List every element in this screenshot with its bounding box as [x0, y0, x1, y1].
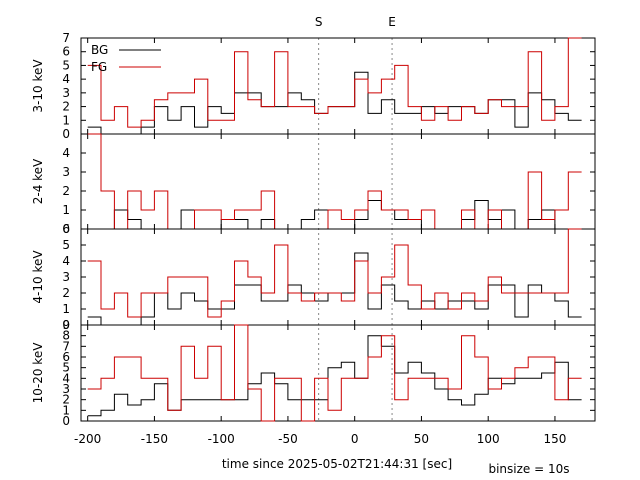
- binsize-label: binsize = 10s: [488, 462, 569, 476]
- x-tick-label: -200: [74, 432, 101, 446]
- y-tick-label: 3: [62, 382, 70, 396]
- x-tick-label: -50: [278, 432, 298, 446]
- y-tick-label: 1: [62, 203, 70, 217]
- series-bg: [87, 335, 582, 417]
- x-axis-label: time since 2025-05-02T21:44:31 [sec]: [222, 457, 452, 471]
- y-tick-label: 6: [62, 350, 70, 364]
- y-tick-label: 3: [62, 86, 70, 100]
- y-tick-label: 9: [62, 318, 70, 332]
- y-tick-label: 7: [62, 31, 70, 45]
- y-tick-label: 1: [62, 113, 70, 127]
- y-tick-label: 4: [62, 254, 70, 268]
- series-bg: [87, 252, 582, 326]
- y-tick-label: 4: [62, 371, 70, 385]
- y-tick-label: 5: [62, 58, 70, 72]
- y-axis-label: 2-4 keV: [31, 158, 45, 204]
- x-tick-label: 150: [543, 432, 566, 446]
- x-tick-label: -150: [141, 432, 168, 446]
- y-tick-label: 2: [62, 286, 70, 300]
- y-tick-label: 4: [62, 146, 70, 160]
- series-fg: [87, 133, 582, 230]
- legend-label-bg: BG: [91, 43, 108, 57]
- legend: BG FG: [91, 43, 161, 74]
- y-tick-label: 2: [62, 100, 70, 114]
- panel-frame: [80, 228, 596, 326]
- y-tick-label: 3: [62, 165, 70, 179]
- y-tick-label: 4: [62, 72, 70, 86]
- panel-2: 0 1 2 3 4 2-4 keV: [31, 133, 596, 236]
- series-fg: [87, 37, 582, 128]
- y-tick-label: 7: [62, 339, 70, 353]
- x-axis: -200 -150 -100 -50 0 50 100 150: [74, 432, 566, 446]
- y-tick-label: 0: [62, 222, 70, 236]
- x-tick-label: 100: [477, 432, 500, 446]
- y-tick-label: 6: [62, 222, 70, 236]
- y-tick-label: 1: [62, 302, 70, 316]
- y-tick-label: 5: [62, 238, 70, 252]
- marker-label-s: S: [315, 15, 323, 29]
- y-axis-label: 4-10 keV: [31, 250, 45, 304]
- x-tick-label: -100: [208, 432, 235, 446]
- series-fg: [87, 324, 582, 422]
- y-tick-label: 2: [62, 393, 70, 407]
- y-tick-label: 0: [62, 127, 70, 141]
- series-bg: [87, 71, 582, 135]
- y-axis-label: 3-10 keV: [31, 59, 45, 113]
- panel-3: 0 1 2 3 4 5 6 4-10 keV: [31, 222, 596, 332]
- y-tick-label: 8: [62, 329, 70, 343]
- y-tick-label: 3: [62, 270, 70, 284]
- y-tick-label: 6: [62, 45, 70, 59]
- y-tick-label: 1: [62, 403, 70, 417]
- panel-frame: [80, 37, 596, 135]
- y-axis-label: 10-20 keV: [31, 342, 45, 404]
- x-tick-label: 50: [414, 432, 429, 446]
- panel-frame: [80, 324, 596, 422]
- y-tick-label: 0: [62, 318, 70, 332]
- panel-frame: [80, 133, 596, 230]
- legend-label-fg: FG: [91, 60, 107, 74]
- series-fg: [87, 228, 582, 318]
- series-bg: [87, 200, 582, 230]
- y-tick-label: 5: [62, 361, 70, 375]
- marker-label-e: E: [388, 15, 396, 29]
- y-tick-label: 2: [62, 184, 70, 198]
- y-tick-label: 0: [62, 414, 70, 428]
- x-tick-label: 0: [351, 432, 359, 446]
